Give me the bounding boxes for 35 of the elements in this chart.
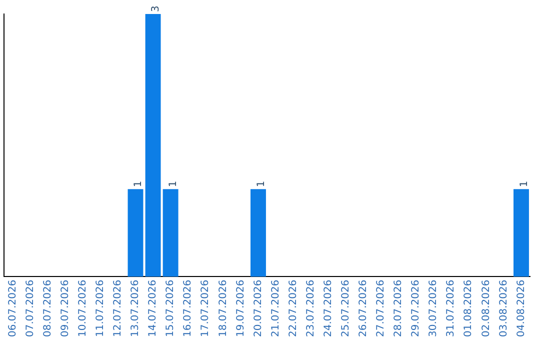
x-tick-label: 14.07.2026 xyxy=(148,280,159,338)
x-tick-label: 18.07.2026 xyxy=(218,280,229,338)
x-tick-label: 11.07.2026 xyxy=(95,280,106,338)
data-label: 1 xyxy=(168,180,180,188)
x-tick-label: 30.07.2026 xyxy=(428,280,440,338)
x-tick-label: 23.07.2026 xyxy=(305,280,316,338)
x-tick-label: 06.07.2026 xyxy=(7,280,18,338)
x-tick-label: 12.07.2026 xyxy=(112,280,124,338)
x-tick-label: 31.07.2026 xyxy=(446,280,457,338)
x-tick-label: 28.07.2026 xyxy=(393,280,404,338)
data-label: 1 xyxy=(256,180,267,188)
x-tick-label: 15.07.2026 xyxy=(165,280,176,338)
x-tick-label: 24.07.2026 xyxy=(322,280,334,338)
data-label: 1 xyxy=(518,180,530,188)
x-tick-label: 01.08.2026 xyxy=(463,280,474,338)
x-tick-label: 09.07.2026 xyxy=(60,280,71,338)
x-tick-label: 21.07.2026 xyxy=(270,280,282,338)
x-tick-label: 26.07.2026 xyxy=(358,280,370,338)
x-tick-label: 25.07.2026 xyxy=(340,280,352,338)
x-tick-label: 04.08.2026 xyxy=(516,280,527,338)
x-tick-label: 19.07.2026 xyxy=(235,280,246,338)
x-tick-label: 13.07.2026 xyxy=(130,280,142,338)
x-tick-label: 08.07.2026 xyxy=(42,280,54,338)
data-label: 1 xyxy=(133,180,144,188)
x-tick-label: 10.07.2026 xyxy=(77,280,88,338)
data-label: 3 xyxy=(150,6,162,12)
x-tick-label: 22.07.2026 xyxy=(288,280,299,338)
x-tick-label: 27.07.2026 xyxy=(376,280,387,338)
x-tick-label: 07.07.2026 xyxy=(24,280,36,338)
x-tick-label: 20.07.2026 xyxy=(252,280,264,338)
x-tick-label: 16.07.2026 xyxy=(182,280,194,338)
x-tick-label: 02.08.2026 xyxy=(480,280,492,338)
x-tick-label: 17.07.2026 xyxy=(200,280,212,338)
x-tick-label: 03.08.2026 xyxy=(498,280,510,338)
x-tick-label: 29.07.2026 xyxy=(410,280,422,338)
